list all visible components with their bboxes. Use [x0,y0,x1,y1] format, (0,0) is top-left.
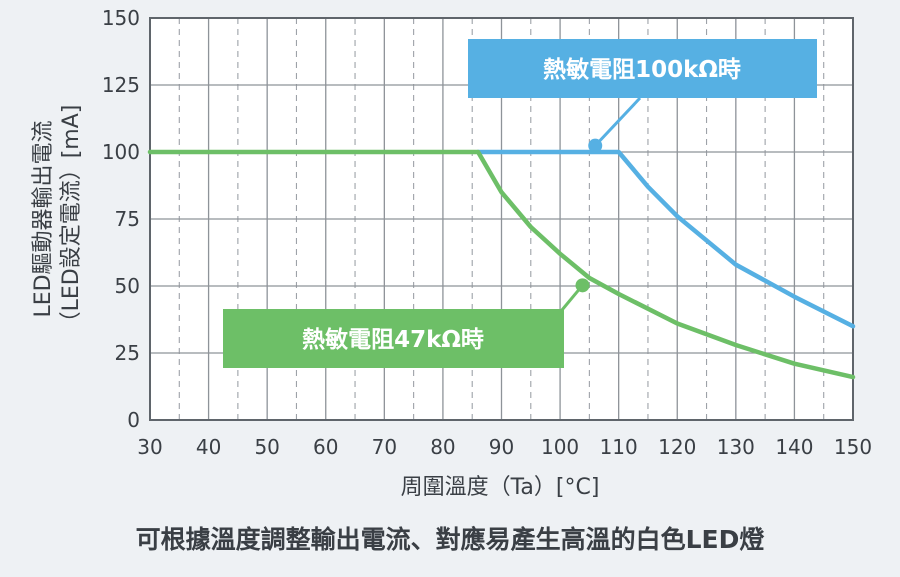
caption: 可根據溫度調整輸出電流、對應易產生高溫的白色LED燈 [136,525,765,554]
x-tick-label: 40 [196,435,221,459]
y-tick-label: 100 [102,140,140,164]
series-layer [147,149,856,380]
y-axis-label-line2: （LED設定電流）[mA] [59,105,84,334]
callout-marker-100k [588,138,603,153]
callout-box-100k [468,39,817,98]
x-tick-label: 90 [489,435,514,459]
x-tick-label: 100 [541,435,579,459]
y-tick-label: 25 [115,341,140,365]
y-tick-label: 125 [102,73,140,97]
y-tick-label: 50 [115,274,140,298]
callout-label-100k: 熱敏電阻100kΩ時 [543,56,741,83]
labels: 30 40 50 60 70 80 90 100 110 120 130 140 150 0 25 50 75 1… [102,6,872,459]
y-tick-label: 150 [102,6,140,30]
callout-box-47k [223,309,564,368]
x-tick-label: 30 [137,435,162,459]
x-tick-label: 60 [313,435,338,459]
plot-frame [149,17,854,421]
callout-marker-47k [575,278,590,293]
axes [149,17,854,421]
x-axis-label: 周圍溫度（Ta）[°C] [401,475,600,500]
x-tick-label: 70 [372,435,397,459]
series-line-47k [147,149,856,380]
y-axis-label-line1: LED驅動器輸出電流 [31,120,56,317]
y-tick-label: 75 [115,207,140,231]
series-line-100k [475,149,856,329]
callout-label-47k: 熱敏電阻47kΩ時 [302,326,484,353]
x-tick-label: 120 [658,435,696,459]
callout-leader-100k [594,96,642,147]
x-tick-label: 110 [600,435,638,459]
x-tick-label: 140 [775,435,813,459]
x-tick-label: 80 [430,435,455,459]
x-tick-label: 130 [717,435,755,459]
y-axis-label: LED驅動器輸出電流 （LED設定電流）[mA] [31,105,84,334]
x-tick-label: 50 [254,435,279,459]
y-tick-label: 0 [127,408,140,432]
x-tick-label: 150 [834,435,872,459]
